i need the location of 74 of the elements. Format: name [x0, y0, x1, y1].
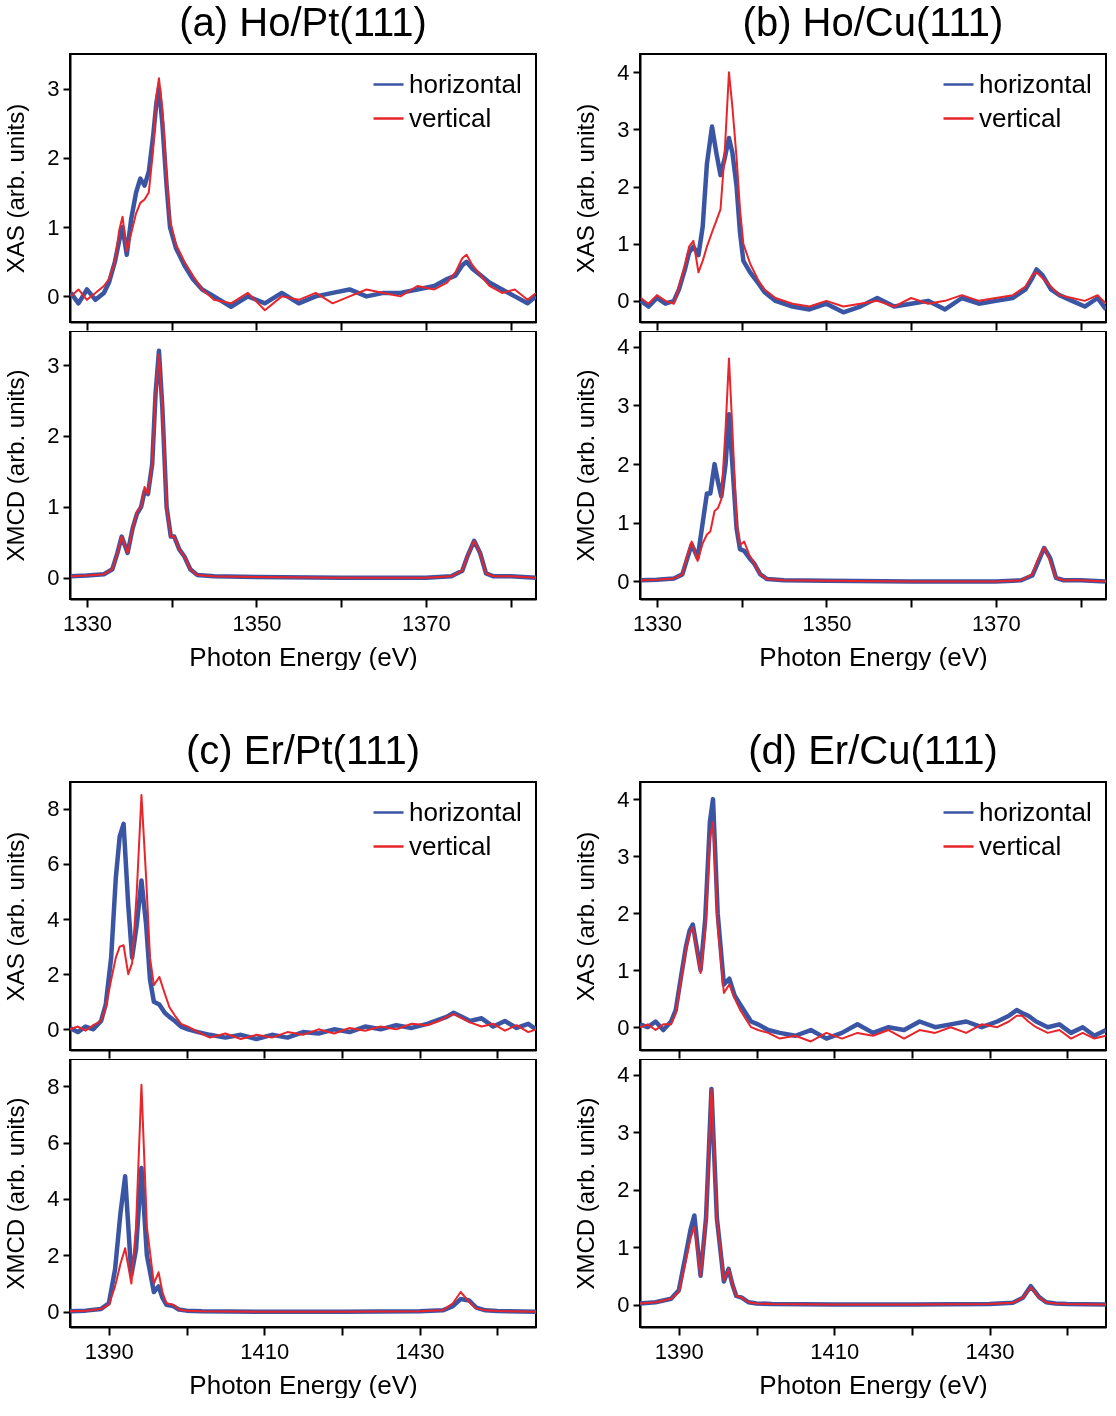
y-tick-label: 2 [617, 451, 630, 477]
y-tick-label: 4 [47, 1186, 60, 1212]
legend-label: horizontal [409, 796, 522, 827]
y-tick-label: 3 [617, 116, 630, 142]
y-tick-label: 8 [47, 1073, 60, 1099]
y-tick-label: 2 [47, 423, 60, 449]
y-axis-title: XAS (arb. units) [1, 831, 29, 1002]
x-tick-label: 1390 [84, 1338, 134, 1364]
y-tick-label: 4 [617, 1062, 630, 1088]
y-tick-label: 2 [47, 145, 60, 171]
y-tick-label: 0 [47, 565, 60, 591]
y-tick-label: 3 [617, 392, 630, 418]
legend-label: horizontal [409, 68, 522, 99]
y-tick-label: 1 [617, 1234, 630, 1260]
y-tick-label: 0 [617, 1292, 630, 1318]
y-axis-title: XMCD (arb. units) [571, 369, 599, 562]
x-tick-label: 1410 [810, 1338, 860, 1364]
chart-title: (a) Ho/Pt(111) [179, 0, 427, 44]
y-tick-label: 3 [617, 1119, 630, 1145]
y-tick-label: 1 [617, 957, 630, 983]
y-tick-label: 0 [47, 1016, 60, 1042]
y-axis-title: XAS (arb. units) [571, 831, 599, 1002]
x-tick-label: 1330 [632, 610, 682, 636]
y-tick-label: 1 [47, 214, 60, 240]
legend-label: vertical [979, 830, 1062, 861]
y-tick-label: 0 [617, 288, 630, 314]
y-tick-label: 1 [617, 231, 630, 257]
legend-label: horizontal [979, 68, 1092, 99]
y-tick-label: 4 [617, 334, 630, 360]
chart-title: (d) Er/Cu(111) [748, 728, 998, 772]
y-tick-label: 1 [617, 510, 630, 536]
legend-label: vertical [409, 102, 492, 133]
y-tick-label: 3 [47, 76, 60, 102]
y-axis-title: XAS (arb. units) [571, 103, 599, 274]
chart-title: (c) Er/Pt(111) [185, 728, 421, 772]
y-tick-label: 6 [47, 1130, 60, 1155]
y-tick-label: 0 [617, 568, 630, 594]
x-tick-label: 1350 [232, 610, 282, 636]
y-axis-title: XMCD (arb. units) [571, 1097, 599, 1290]
y-tick-label: 0 [47, 283, 60, 309]
y-tick-label: 8 [47, 796, 60, 822]
x-axis-title: Photon Energy (eV) [189, 1369, 418, 1400]
legend-label: vertical [409, 830, 492, 861]
y-tick-label: 2 [617, 174, 630, 200]
y-tick-label: 2 [47, 1242, 60, 1268]
x-tick-label: 1430 [395, 1338, 445, 1364]
y-tick-label: 1 [47, 494, 60, 520]
x-axis-title: Photon Energy (eV) [759, 1369, 988, 1400]
x-tick-label: 1390 [654, 1338, 704, 1364]
x-tick-label: 1350 [802, 610, 852, 636]
y-tick-label: 4 [47, 906, 60, 932]
legend-label: vertical [979, 102, 1062, 133]
y-axis-title: XMCD (arb. units) [1, 369, 29, 562]
y-tick-label: 3 [617, 843, 630, 869]
legend-label: horizontal [979, 796, 1092, 827]
x-tick-label: 1370 [401, 610, 451, 636]
y-tick-label: 4 [617, 59, 630, 85]
y-tick-label: 0 [617, 1014, 630, 1040]
y-tick-label: 6 [47, 851, 60, 877]
x-tick-label: 1410 [240, 1338, 290, 1364]
y-tick-label: 0 [47, 1299, 60, 1325]
y-axis-title: XAS (arb. units) [1, 103, 29, 274]
chart-title: (b) Ho/Cu(111) [742, 0, 1004, 44]
y-tick-label: 2 [47, 961, 60, 987]
x-tick-label: 1330 [62, 610, 112, 636]
x-tick-label: 1370 [971, 610, 1021, 636]
x-axis-title: Photon Energy (eV) [759, 641, 988, 672]
x-tick-label: 1430 [965, 1338, 1015, 1364]
y-tick-label: 4 [617, 786, 630, 812]
y-axis-title: XMCD (arb. units) [1, 1097, 29, 1290]
y-tick-label: 3 [47, 352, 60, 378]
y-tick-label: 2 [617, 900, 630, 926]
x-axis-title: Photon Energy (eV) [189, 641, 418, 672]
y-tick-label: 2 [617, 1177, 630, 1203]
